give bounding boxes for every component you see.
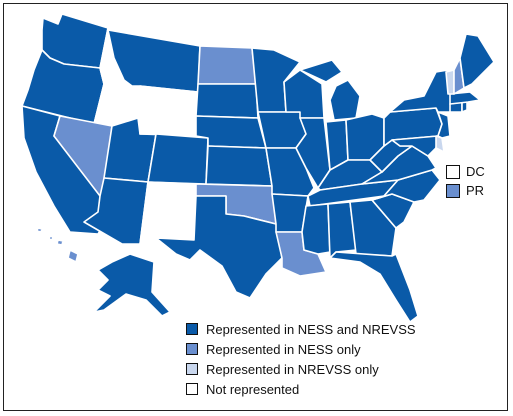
- state-WY: [139, 85, 199, 137]
- state-MS: [301, 203, 331, 255]
- legend-swatch: [186, 383, 198, 395]
- pr-swatch: [446, 184, 460, 198]
- pr-label: PR: [466, 183, 485, 198]
- state-NJ: [437, 111, 451, 139]
- state-ME: [459, 33, 495, 89]
- map-legend: Represented in NESS and NREVSS Represent…: [186, 319, 416, 399]
- state-MA: [449, 91, 481, 105]
- state-FL: [329, 251, 419, 323]
- state-GA: [349, 199, 397, 257]
- state-IA: [257, 111, 307, 149]
- state-RI: [461, 101, 468, 113]
- legend-item: Represented in NESS and NREVSS: [186, 319, 416, 339]
- state-KS: [205, 145, 273, 187]
- dc-swatch: [446, 165, 460, 179]
- legend-label: Represented in NREVSS only: [206, 361, 379, 377]
- legend-item: Not represented: [186, 379, 416, 399]
- state-NM: [139, 181, 197, 245]
- legend-item: Represented in NESS only: [186, 339, 416, 359]
- state-TX: [155, 195, 283, 299]
- legend-label: Not represented: [206, 381, 300, 397]
- state-VT: [445, 69, 455, 95]
- state-CO: [147, 133, 209, 185]
- state-ND: [197, 45, 257, 85]
- state-AL: [327, 201, 357, 259]
- state-HI: [36, 227, 79, 263]
- dc-label: DC: [466, 164, 485, 179]
- state-AK: [93, 253, 171, 317]
- legend-label: Represented in NESS only: [206, 341, 361, 357]
- legend-label: Represented in NESS and NREVSS: [206, 321, 416, 337]
- state-NY: [389, 69, 453, 113]
- legend-item: Represented in NREVSS only: [186, 359, 416, 379]
- state-SD: [195, 83, 259, 119]
- state-IL: [295, 117, 331, 189]
- legend-swatch: [186, 343, 198, 355]
- legend-swatch: [186, 363, 198, 375]
- legend-swatch: [186, 323, 198, 335]
